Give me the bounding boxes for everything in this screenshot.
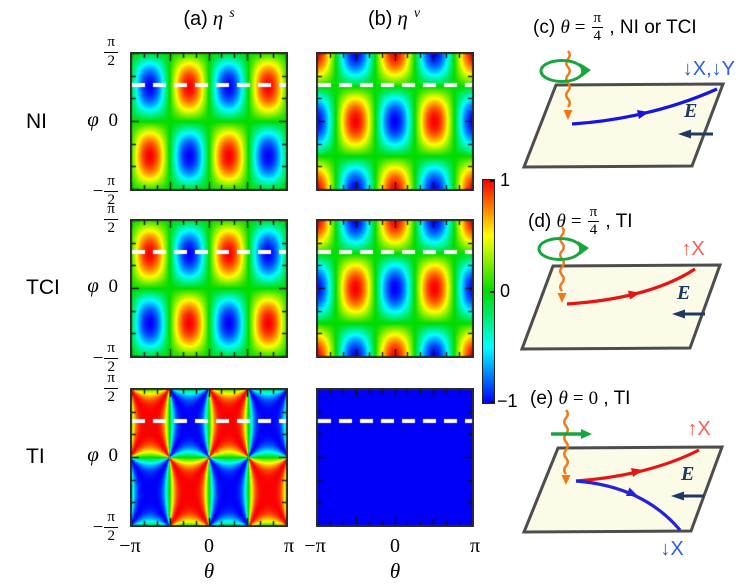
panel-b-index: (b) — [367, 8, 393, 30]
trajectory-arrowhead — [631, 468, 643, 477]
diagram-e-heading: (e) θ = 0 , TI — [530, 387, 631, 409]
heatmap-ti-eta-v — [316, 388, 474, 527]
sample-plane-border — [521, 445, 725, 534]
photon-arrowhead — [561, 475, 571, 485]
heatmap-ti-eta-s — [130, 388, 288, 527]
phi-axis-label: φ — [87, 273, 99, 297]
eta-superscript-s: s — [229, 6, 235, 21]
diagram-d-heading: (d) θ = π 4 , TI — [528, 203, 633, 238]
phi-axis-label: φ — [87, 442, 99, 466]
panel-b-title: (b) η ν — [315, 6, 473, 31]
colorbar-min-label: −1 — [497, 391, 518, 411]
trajectory-arrowhead — [626, 487, 638, 496]
xtick-pi: π — [283, 535, 295, 557]
diagram-d — [519, 226, 723, 351]
theta-symbol: θ — [556, 210, 566, 232]
spin-label-e-up: ↑X — [687, 418, 711, 440]
heatmap-ni-eta-s — [130, 52, 288, 191]
ytick-minus-pi-half: − π 2 — [84, 173, 118, 209]
sample-plane-border — [521, 82, 726, 169]
polarization-arrowhead — [578, 241, 589, 255]
ytick-zero: 0 — [108, 445, 119, 466]
spin-label-d: ↑X — [681, 238, 705, 260]
theta-axis-label: θ — [203, 559, 215, 583]
heatmap-tci-eta-v — [316, 219, 474, 358]
colorbar-max-label: 1 — [500, 170, 511, 190]
xtick-pi: π — [469, 535, 481, 557]
colorbar-tick — [490, 290, 494, 293]
colorbar-tick — [490, 401, 494, 403]
sample-plane-border — [519, 263, 723, 351]
efield-arrowhead — [678, 129, 691, 139]
eta-superscript-nu: ν — [413, 6, 421, 21]
circular-polarization-icon — [539, 59, 585, 83]
colorbar-tick — [490, 180, 494, 182]
ytick-minus-pi-half: − π 2 — [84, 340, 118, 376]
efield-arrowhead — [672, 309, 685, 319]
diagram-e — [521, 409, 725, 534]
polarization-arrowhead — [581, 429, 592, 439]
xtick-zero: 0 — [390, 535, 400, 557]
xtick-zero: 0 — [204, 535, 214, 557]
sample-plane — [524, 84, 723, 167]
theta-symbol: θ — [560, 16, 570, 38]
heatmap-tci-eta-s — [130, 219, 288, 358]
efield-arrowhead — [671, 491, 684, 501]
ytick-zero: 0 — [108, 276, 119, 297]
photon-arrowhead — [563, 110, 573, 120]
photon-arrowhead — [557, 293, 567, 303]
photon-wavy-arrow — [563, 409, 569, 475]
sample-plane — [522, 265, 720, 349]
spin-label-e-down: ↓X — [660, 538, 684, 560]
colorbar-mid-label: 0 — [500, 281, 511, 301]
ytick-zero: 0 — [108, 110, 119, 131]
panel-a-index: (a) — [183, 8, 208, 30]
xtick-minus-pi: −π — [119, 535, 141, 557]
efield-label-e: E — [681, 463, 695, 485]
row-label-ti: TI — [26, 445, 45, 468]
phi-axis-label: φ — [87, 107, 99, 131]
eta-symbol: η — [397, 6, 408, 30]
spin-label-c: ↓X,↓Y — [682, 58, 735, 80]
colorbar — [482, 179, 495, 404]
xtick-minus-pi: −π — [304, 535, 326, 557]
trajectory-arrowhead — [628, 290, 640, 300]
eta-symbol: η — [212, 6, 224, 30]
heatmap-ni-eta-v — [316, 52, 474, 191]
theta-symbol: θ — [558, 387, 568, 409]
efield-label-d: E — [677, 282, 691, 304]
polarization-arrowhead — [580, 63, 591, 77]
efield-label-c: E — [684, 100, 698, 122]
theta-axis-label: θ — [389, 559, 401, 583]
row-label-tci: TCI — [26, 276, 60, 299]
panel-a-title: (a) η s — [130, 6, 288, 31]
row-label-ni: NI — [26, 110, 47, 133]
ytick-minus-pi-half: − π 2 — [84, 509, 118, 545]
trajectory-arrowhead — [637, 110, 649, 119]
diagram-c-heading: (c) θ = π 4 , NI or TCI — [533, 9, 697, 44]
diagram-c — [521, 50, 726, 169]
